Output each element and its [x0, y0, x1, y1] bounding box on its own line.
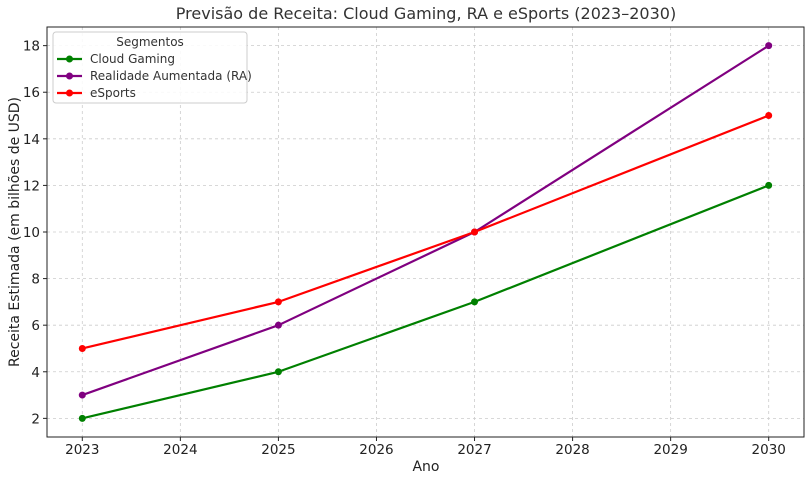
chart-title: Previsão de Receita: Cloud Gaming, RA e …: [176, 4, 676, 23]
y-tick-label: 18: [23, 39, 40, 55]
data-point: [78, 344, 86, 352]
series-0: [78, 181, 773, 422]
x-tick-label: 2023: [65, 442, 99, 458]
x-tick-label: 2024: [163, 442, 197, 458]
y-tick-label: 10: [23, 225, 40, 241]
y-tick-label: 2: [31, 411, 40, 427]
x-tick-label: 2029: [653, 442, 687, 458]
x-tick-label: 2025: [261, 442, 295, 458]
legend-item: eSports: [57, 86, 136, 100]
legend-label: eSports: [90, 86, 136, 100]
x-tick-label: 2028: [555, 442, 589, 458]
legend-swatch-marker: [66, 89, 73, 97]
plot-frame: [46, 26, 805, 438]
series-line: [81, 44, 770, 397]
y-tick-label: 14: [23, 132, 40, 148]
series-line: [82, 184, 770, 420]
x-tick-label: 2027: [457, 442, 491, 458]
legend-item: Cloud Gaming: [57, 52, 175, 66]
series-1: [78, 42, 773, 399]
y-tick-label: 4: [31, 365, 40, 381]
axis-ticks: 2023 2024 2025 2026 2027 2028 2029 2030 2 4 6 8 10 12…: [23, 39, 786, 458]
legend-swatch-marker: [66, 55, 73, 63]
series-2: [78, 112, 773, 352]
y-tick-label: 12: [23, 178, 40, 194]
data-point: [471, 298, 479, 306]
x-axis-label: Ano: [412, 459, 439, 475]
legend: Segmentos Cloud Gaming Realidade Aumentad…: [52, 31, 252, 104]
x-tick-label: 2030: [752, 442, 786, 458]
data-point: [78, 391, 86, 399]
x-tick-label: 2026: [359, 442, 393, 458]
data-point: [765, 112, 773, 120]
legend-item: Realidade Aumentada (RA): [57, 69, 252, 83]
y-tick-label: 8: [31, 272, 40, 288]
data-point: [274, 298, 282, 306]
legend-swatch-marker: [66, 72, 73, 80]
legend-box: [52, 31, 248, 104]
data-point: [765, 181, 773, 189]
legend-label: Realidade Aumentada (RA): [90, 69, 252, 83]
y-axis-label: Receita Estimada (em bilhões de USD): [7, 97, 23, 367]
data-point: [471, 228, 479, 236]
y-tick-label: 6: [31, 318, 40, 334]
data-point: [78, 414, 86, 422]
legend-title: Segmentos: [116, 35, 184, 49]
series-lines: [78, 42, 773, 422]
data-point: [765, 42, 773, 50]
series-line: [82, 114, 770, 350]
data-point: [274, 321, 282, 329]
legend-label: Cloud Gaming: [90, 52, 175, 66]
y-tick-label: 16: [23, 85, 40, 101]
data-point: [274, 368, 282, 376]
